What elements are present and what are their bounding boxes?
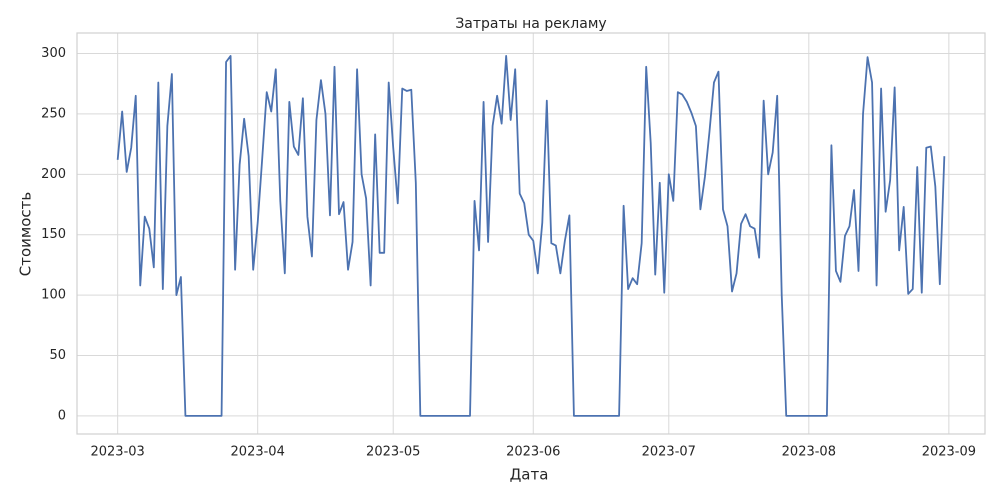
- y-tick-label: 0: [58, 408, 66, 423]
- x-tick-label: 2023-05: [366, 445, 420, 460]
- x-axis-label: Дата: [510, 466, 549, 484]
- x-tick-label: 2023-06: [506, 445, 560, 460]
- x-tick-label: 2023-07: [642, 445, 696, 460]
- x-tick-label: 2023-03: [90, 445, 144, 460]
- y-tick-label: 250: [41, 106, 66, 121]
- chart-title: Затраты на рекламу: [455, 16, 606, 32]
- x-tick-label: 2023-04: [231, 445, 285, 460]
- y-axis-label: Стоимость: [17, 192, 35, 276]
- y-tick-label: 200: [41, 167, 66, 182]
- x-tick-label: 2023-09: [922, 445, 976, 460]
- y-tick-label: 100: [41, 288, 66, 303]
- x-tick-label: 2023-08: [782, 445, 836, 460]
- data-line: [116, 55, 946, 417]
- plot-frame: [76, 32, 986, 435]
- y-tick-label: 150: [41, 227, 66, 242]
- y-tick-label: 50: [49, 348, 66, 363]
- y-tick-label: 300: [41, 46, 66, 61]
